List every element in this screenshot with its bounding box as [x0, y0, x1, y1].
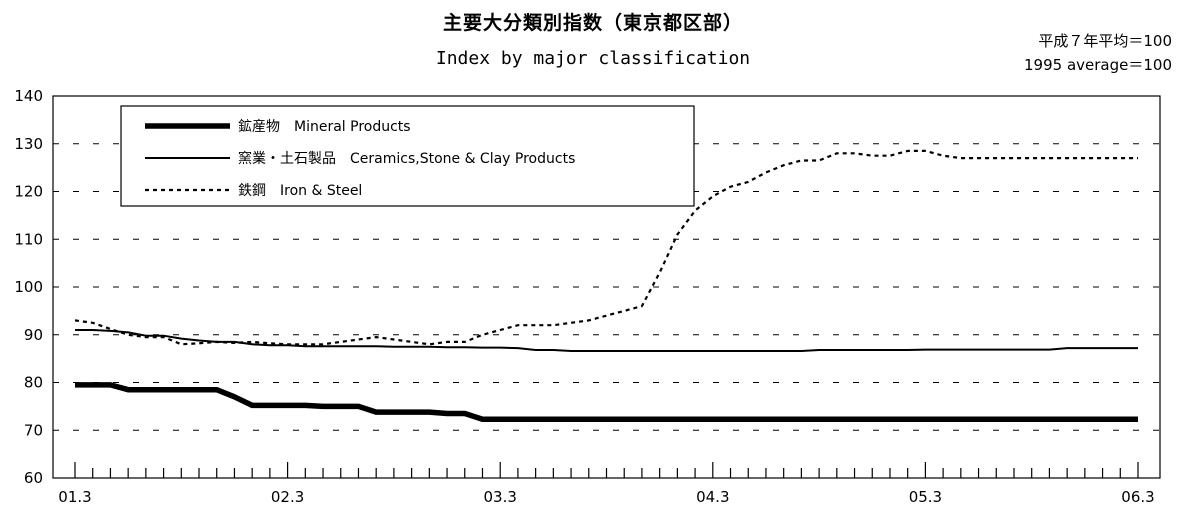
y-tick-label: 80: [24, 374, 43, 392]
x-tick-label: 05.3: [909, 488, 942, 506]
y-tick-label: 70: [24, 421, 43, 439]
y-tick-label: 140: [14, 87, 43, 105]
series-line-2: [75, 329, 1138, 352]
legend: 鉱産物 Mineral Products 窯業・土石製品 Ceramics,Sto…: [120, 105, 695, 207]
y-tick-label: 110: [14, 230, 43, 248]
legend-label-3: 鉄鋼 Iron & Steel: [238, 183, 362, 199]
x-tick-label: 02.3: [271, 488, 304, 506]
series-lines: [74, 149, 1138, 423]
legend-label-1: 鉱産物 Mineral Products: [238, 118, 411, 135]
plot-frame: [52, 95, 1161, 479]
legend-label-2: 窯業・土石製品 Ceramics,Stone & Clay Products: [238, 150, 575, 167]
base-note-en: 1995 average＝100: [1024, 56, 1172, 74]
y-tick-label: 90: [24, 326, 43, 344]
y-axis-ticks: 60 70 80 90 100 110 120 130 140: [14, 87, 43, 487]
x-tick-label: 01.3: [58, 488, 91, 506]
chart-title: 主要大分類別指数（東京都区部）: [442, 12, 743, 34]
x-tick-label: 06.3: [1121, 488, 1154, 506]
y-tick-label: 100: [14, 278, 43, 296]
y-tick-label: 60: [24, 469, 43, 487]
x-tick-label: 04.3: [696, 488, 729, 506]
base-note-jp: 平成７年平均＝100: [1038, 32, 1172, 50]
series-line-1: [75, 382, 1138, 423]
chart-subtitle: Index by major classification: [435, 48, 751, 69]
y-tick-label: 130: [14, 135, 43, 153]
x-axis-ticks: 01.3 02.3 03.3 04.3 05.3 06.3: [58, 462, 1155, 506]
y-tick-label: 120: [14, 183, 43, 201]
legend-box: [120, 105, 695, 207]
x-tick-label: 03.3: [483, 488, 516, 506]
